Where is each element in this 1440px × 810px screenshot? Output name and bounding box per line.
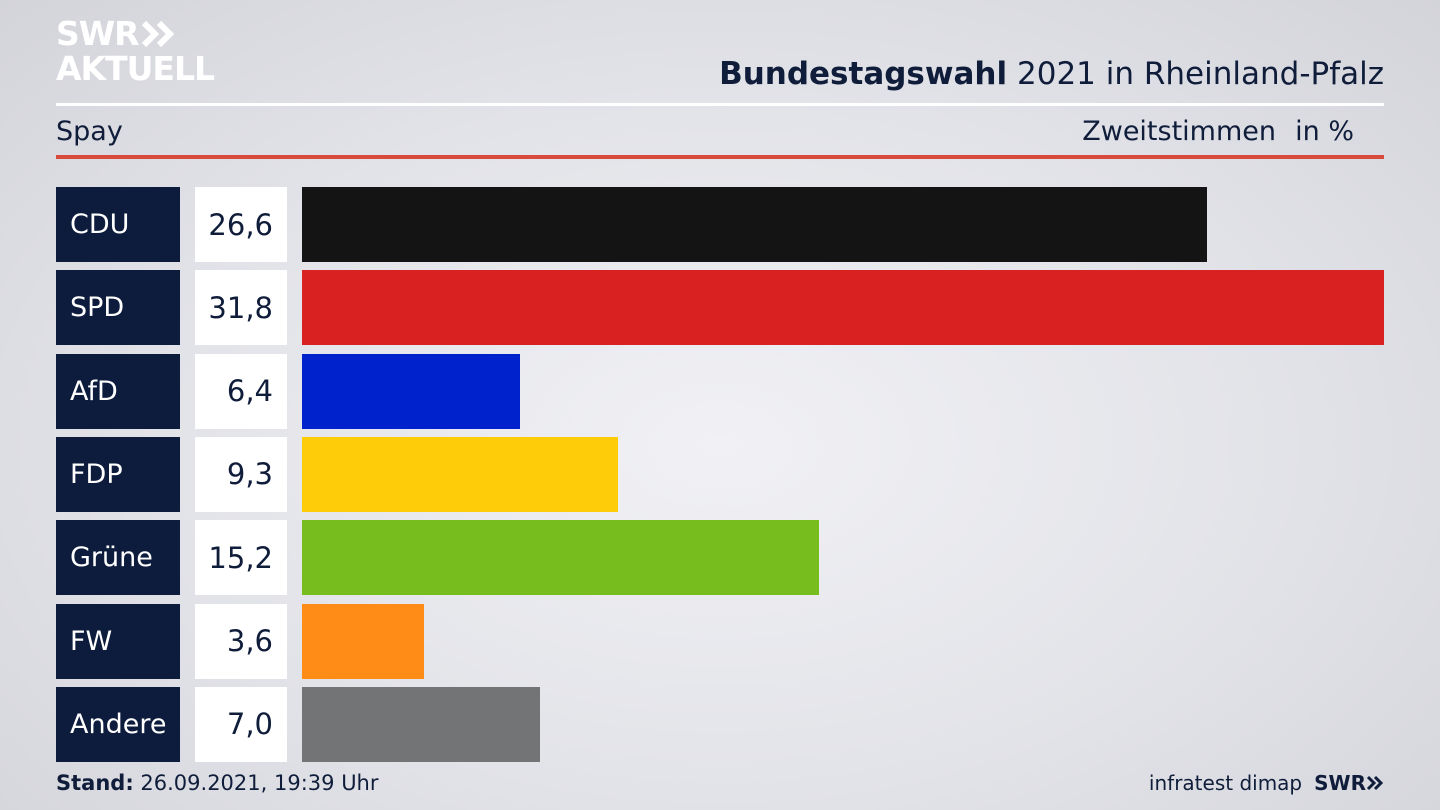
- source-label: infratest dimap: [1148, 771, 1303, 795]
- party-label: Andere: [56, 686, 180, 762]
- bar: [302, 436, 618, 512]
- value-label: 6,4: [195, 353, 287, 429]
- swr-aktuell-logo: SWR AKTUELL: [56, 14, 215, 88]
- bar-row: CDU 26,6: [56, 187, 1384, 262]
- value-label: 3,6: [195, 603, 287, 679]
- logo-line2: AKTUELL: [56, 49, 215, 88]
- stand-value: 26.09.2021, 19:39 Uhr: [140, 771, 379, 795]
- bar: [302, 520, 819, 596]
- party-label: AfD: [56, 353, 180, 429]
- bar: [302, 353, 520, 429]
- title-bold: Bundestagswahl: [719, 56, 1008, 92]
- party-label: CDU: [56, 187, 180, 262]
- bar-row: SPD 31,8: [56, 270, 1384, 346]
- brand-label: SWR: [1314, 771, 1366, 795]
- accent-divider: [56, 155, 1384, 159]
- source-credit: infratest dimap SWR: [1149, 771, 1384, 795]
- swr-brand: SWR: [1314, 771, 1384, 795]
- title-rest: 2021 in Rheinland-Pfalz: [1017, 56, 1384, 92]
- value-label: 26,6: [195, 187, 287, 262]
- bar: [302, 686, 540, 762]
- party-label: FDP: [56, 436, 180, 512]
- bar-row: Andere 7,0: [56, 686, 1384, 762]
- double-chevron-icon: [1366, 775, 1384, 791]
- timestamp: Stand: 26.09.2021, 19:39 Uhr: [56, 771, 379, 795]
- party-label: Grüne: [56, 520, 180, 596]
- value-label: 15,2: [195, 520, 287, 596]
- bar: [302, 270, 1384, 346]
- bar-row: FW 3,6: [56, 603, 1384, 679]
- page-title: Bundestagswahl 2021 in Rheinland-Pfalz: [719, 56, 1384, 92]
- bar-chart: CDU 26,6 SPD 31,8 AfD 6,4 FDP 9,3 Grüne 15,2 FW 3,6…: [56, 187, 1384, 763]
- location-label: Spay: [56, 116, 123, 147]
- unit-label: in %: [1295, 116, 1354, 147]
- logo-line1: SWR: [56, 14, 140, 53]
- bar-row: FDP 9,3: [56, 436, 1384, 512]
- subheader: Spay Zweitstimmen in %: [56, 116, 1384, 150]
- value-label: 31,8: [195, 270, 287, 346]
- bar-row: Grüne 15,2: [56, 520, 1384, 596]
- header-divider: [56, 103, 1384, 106]
- value-label: 9,3: [195, 436, 287, 512]
- double-chevron-icon: [141, 20, 177, 48]
- bar: [302, 603, 424, 679]
- party-label: SPD: [56, 270, 180, 346]
- stand-label: Stand:: [56, 771, 134, 795]
- party-label: FW: [56, 603, 180, 679]
- bar-row: AfD 6,4: [56, 353, 1384, 429]
- measure-label: Zweitstimmen: [1082, 116, 1276, 147]
- bar: [302, 187, 1207, 262]
- value-label: 7,0: [195, 686, 287, 762]
